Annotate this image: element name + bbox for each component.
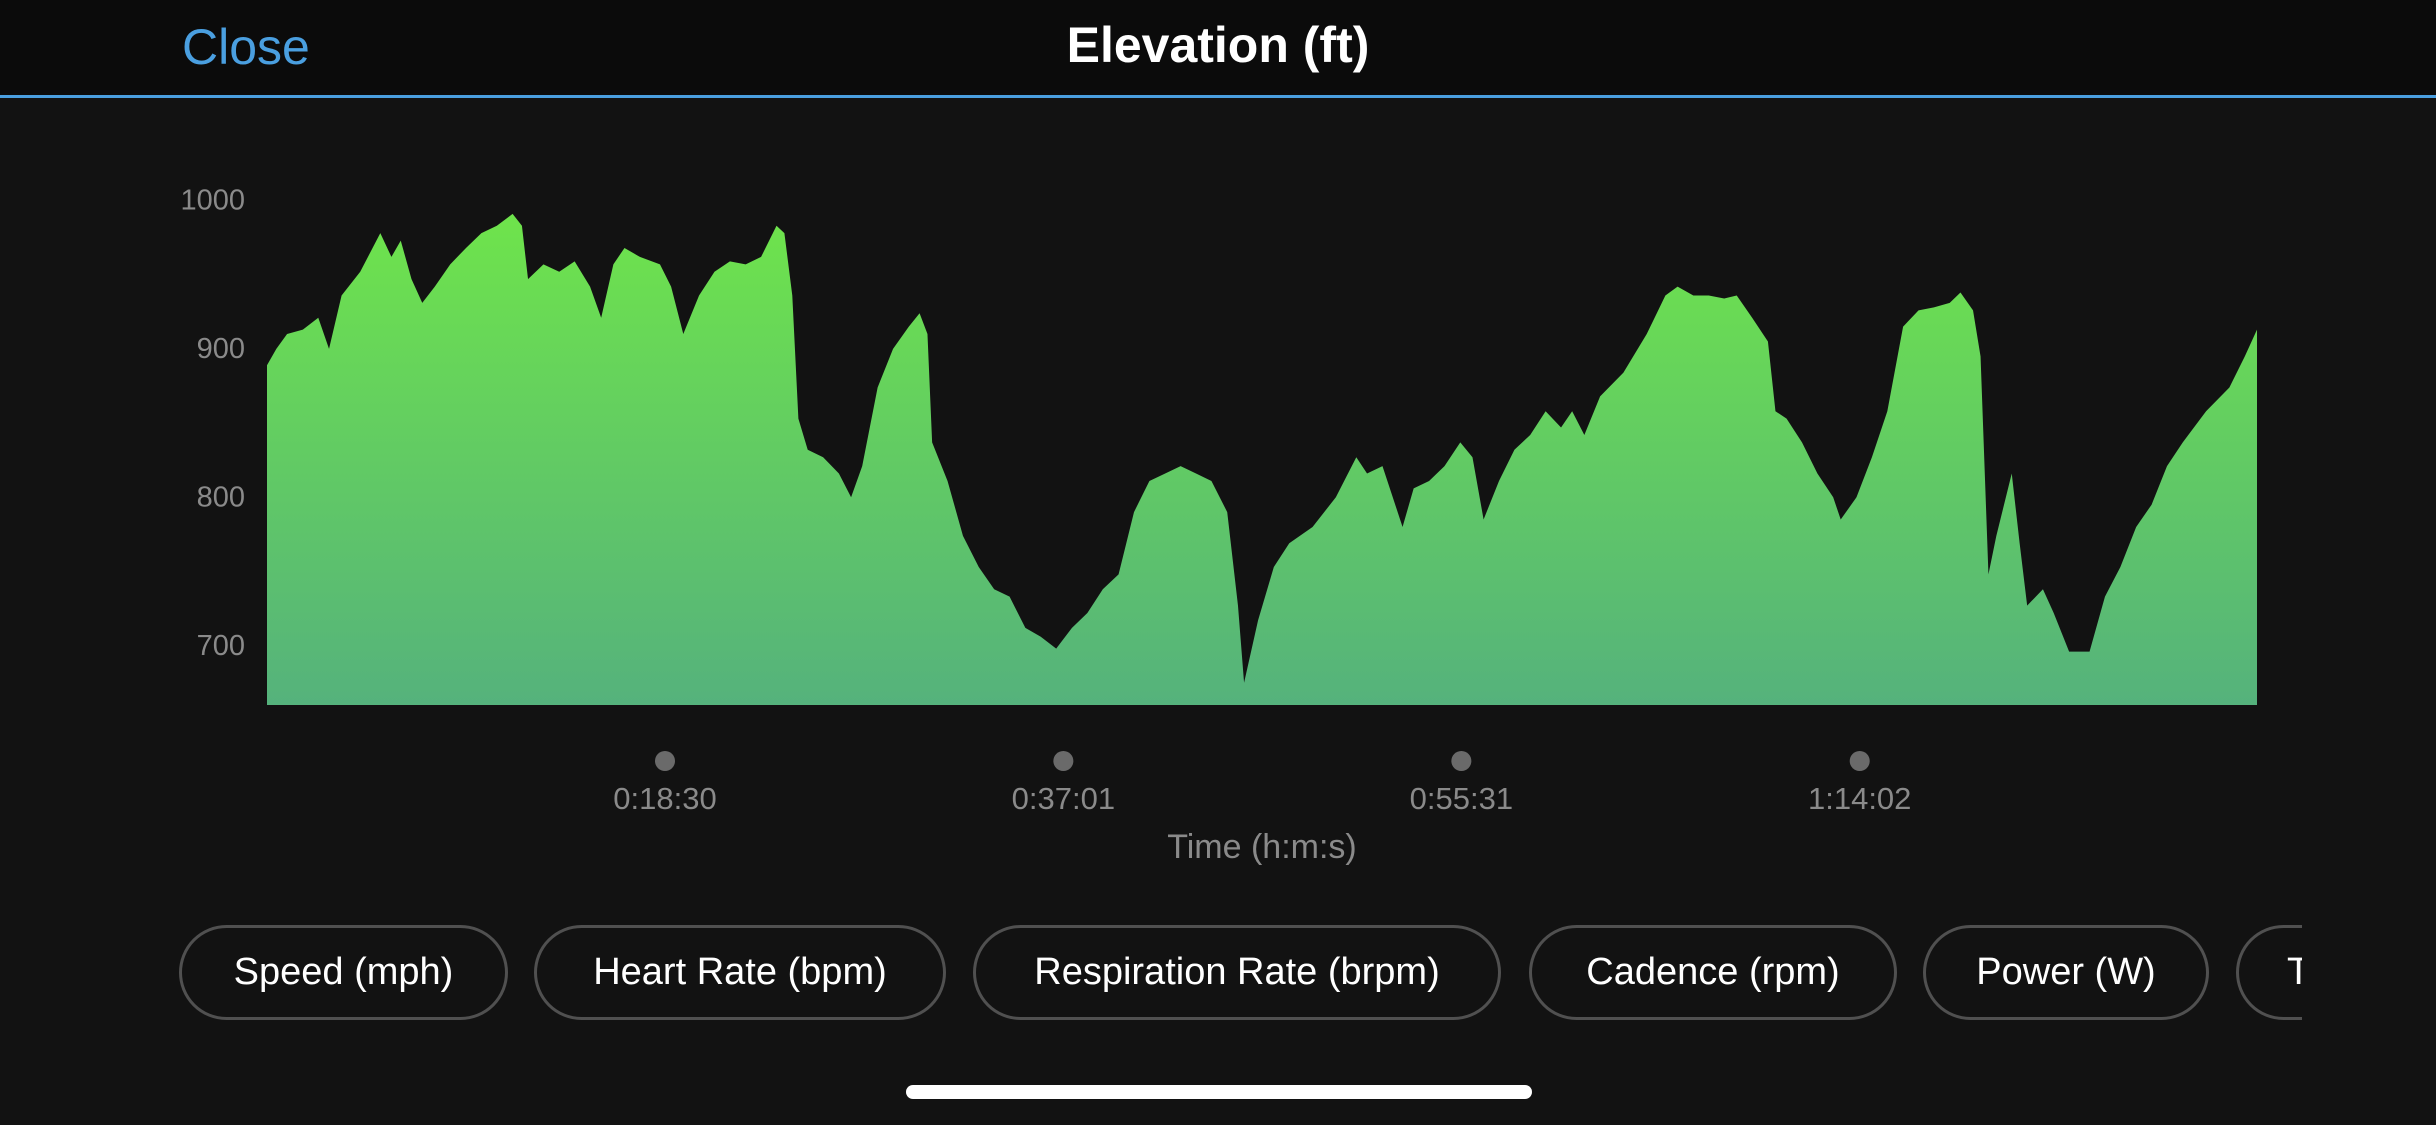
x-tick-dot — [1849, 751, 1870, 771]
x-tick-label: 0:37:01 — [1012, 781, 1115, 816]
metric-tab[interactable]: Respiration Rate (brpm) — [973, 925, 1501, 1020]
elevation-area — [267, 213, 2257, 705]
y-tick-label: 900 — [197, 333, 245, 365]
metric-tab[interactable]: Heart Rate (bpm) — [534, 925, 946, 1020]
screen-title: Elevation (ft) — [1066, 17, 1370, 73]
close-button[interactable]: Close — [182, 19, 310, 75]
metric-tab[interactable]: Cadence (rpm) — [1529, 925, 1897, 1020]
x-axis-label: Time (h:m:s) — [1167, 828, 1357, 866]
tab-bar: Speed (mph) Heart Rate (bpm) Respiration R… — [0, 925, 2302, 1021]
metric-tab[interactable]: Power (W) — [1923, 925, 2209, 1020]
x-tick-label: 1:14:02 — [1808, 781, 1911, 816]
metric-tab[interactable]: Speed (mph) — [179, 925, 508, 1020]
x-tick-dot — [1451, 751, 1472, 771]
chart: 700 800 900 1000 0:18:30 0:37:01 0:55:31 1:14:0… — [180, 185, 2257, 866]
y-tick-label: 700 — [197, 630, 245, 662]
y-tick-label: 800 — [197, 481, 245, 513]
y-tick-label: 1000 — [180, 185, 245, 217]
x-tick-label: 0:18:30 — [613, 781, 716, 816]
home-indicator — [906, 1085, 1532, 1099]
header: Close Elevation (ft) — [0, 0, 2436, 98]
x-tick-dot — [655, 751, 675, 771]
metric-tab[interactable]: T — [2236, 925, 2302, 1020]
x-tick-label: 0:55:31 — [1410, 781, 1513, 816]
x-tick-dot — [1053, 751, 1074, 771]
